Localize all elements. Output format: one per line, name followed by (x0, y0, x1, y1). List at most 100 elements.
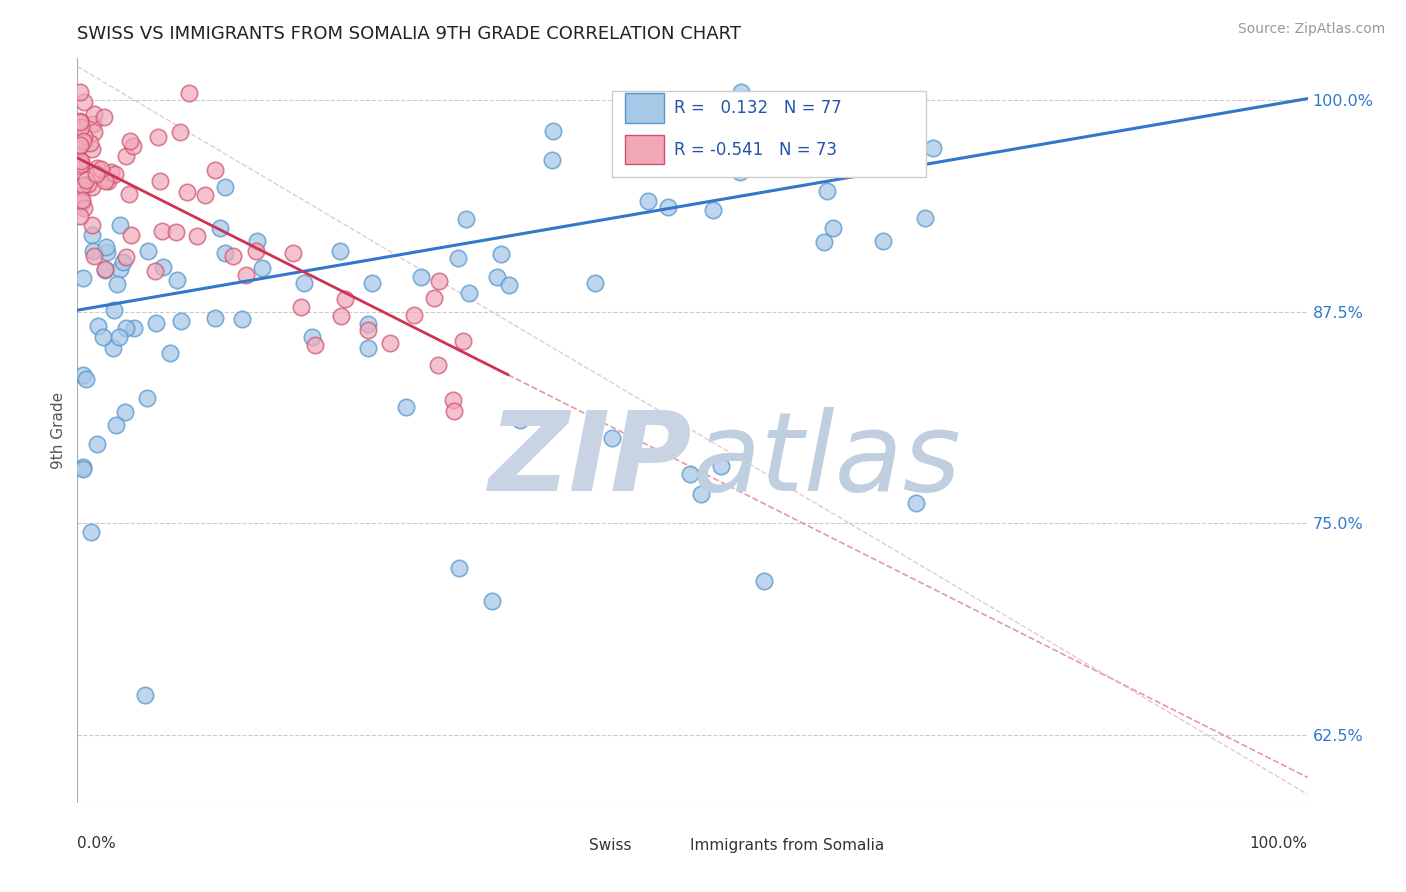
Point (186, 229, 208, 244)
Point (427, 274, 450, 288)
Point (145, 316, 167, 330)
Point (214, 180, 236, 194)
Point (94, 263, 117, 277)
Point (543, 124, 565, 138)
Point (657, 200, 679, 214)
Point (75, 372, 97, 386)
FancyBboxPatch shape (624, 135, 664, 164)
Text: Swiss: Swiss (589, 838, 631, 854)
Point (84, 167, 107, 181)
Point (451, 334, 474, 348)
Point (100, 165, 122, 179)
Point (69, 139, 91, 153)
Point (72, 460, 94, 475)
Point (80, 218, 103, 232)
Point (402, 308, 425, 322)
Point (101, 341, 124, 355)
Point (509, 412, 531, 426)
Point (72, 461, 94, 475)
Point (80, 524, 103, 539)
Point (93, 174, 115, 188)
Point (69, 209, 91, 223)
Point (136, 244, 159, 258)
Point (134, 688, 156, 702)
Point (914, 211, 936, 226)
Point (204, 163, 226, 178)
Point (105, 277, 128, 291)
Point (301, 330, 323, 344)
Point (150, 224, 173, 238)
Point (70, 120, 93, 135)
Point (208, 221, 231, 235)
Point (122, 321, 145, 335)
Point (702, 202, 724, 217)
Point (114, 405, 136, 419)
Point (486, 270, 509, 285)
Point (427, 359, 450, 373)
Point (423, 291, 446, 305)
Point (111, 255, 134, 269)
Point (752, 574, 775, 589)
Point (69, 138, 91, 153)
Point (79, 136, 101, 151)
Point (281, 246, 304, 260)
Point (83, 107, 105, 121)
Point (70, 153, 93, 168)
Text: SWISS VS IMMIGRANTS FROM SOMALIA 9TH GRADE CORRELATION CHART: SWISS VS IMMIGRANTS FROM SOMALIA 9TH GRA… (77, 25, 741, 43)
Point (728, 165, 751, 179)
Text: Immigrants from Somalia: Immigrants from Somalia (690, 838, 884, 854)
Point (443, 404, 465, 418)
Point (97, 174, 120, 188)
Point (91, 330, 114, 344)
Point (159, 346, 181, 360)
Point (813, 235, 835, 249)
Point (294, 276, 316, 290)
Point (72, 134, 94, 148)
Point (357, 317, 380, 331)
Point (120, 228, 142, 243)
Point (96, 245, 118, 260)
Point (86, 161, 108, 175)
Point (395, 400, 418, 414)
Point (904, 496, 927, 510)
FancyBboxPatch shape (624, 93, 664, 123)
FancyBboxPatch shape (555, 835, 585, 857)
Point (108, 261, 131, 276)
Point (458, 285, 481, 300)
Text: Source: ZipAtlas.com: Source: ZipAtlas.com (1237, 22, 1385, 37)
Point (69, 189, 91, 203)
FancyBboxPatch shape (613, 92, 927, 178)
Point (69, 114, 91, 128)
Point (815, 185, 838, 199)
Point (70, 194, 93, 208)
Point (165, 226, 187, 240)
Point (922, 141, 945, 155)
Text: 0.0%: 0.0% (77, 837, 117, 851)
Point (94, 240, 117, 254)
Point (104, 168, 127, 182)
Point (710, 458, 733, 473)
Point (231, 312, 253, 326)
Point (115, 149, 138, 163)
Point (70, 157, 93, 171)
Point (356, 323, 378, 337)
Point (105, 418, 128, 433)
Point (72, 271, 94, 285)
Point (93, 110, 115, 124)
Point (90, 162, 112, 177)
Point (69, 153, 91, 167)
Point (69, 159, 91, 173)
Point (730, 85, 752, 99)
Point (378, 335, 401, 350)
Point (329, 244, 352, 258)
Point (169, 125, 191, 139)
Point (108, 330, 131, 344)
Point (204, 310, 226, 325)
Point (600, 431, 623, 445)
Point (83, 125, 105, 139)
Point (246, 234, 269, 248)
Point (235, 268, 257, 282)
Point (120, 134, 142, 148)
Point (69, 113, 91, 128)
Point (75, 173, 97, 187)
